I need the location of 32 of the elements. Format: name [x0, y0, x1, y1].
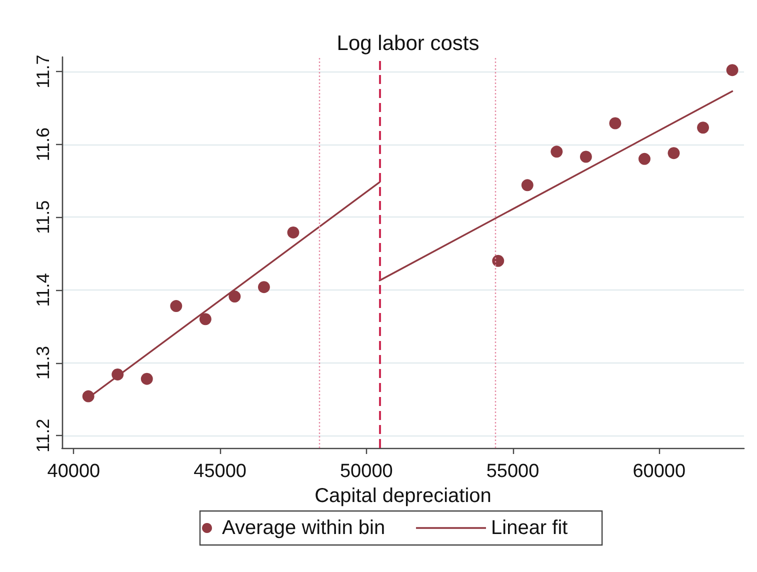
- x-tick-label: 50000: [340, 461, 393, 482]
- point: [228, 290, 241, 303]
- point: [492, 254, 504, 267]
- point: [287, 226, 300, 238]
- y-tick-label: 11.4: [33, 273, 53, 307]
- x-tick-label: 45000: [194, 461, 246, 482]
- point: [170, 300, 182, 312]
- point: [580, 150, 592, 163]
- point: [521, 179, 534, 192]
- point: [668, 147, 680, 160]
- point: [82, 390, 94, 402]
- x-tick-label: 60000: [632, 461, 686, 482]
- point: [199, 313, 212, 326]
- point: [638, 152, 650, 165]
- point: [258, 281, 270, 294]
- y-tick-label: 11.2: [33, 418, 53, 452]
- point: [609, 117, 622, 130]
- x-tick-label: 40000: [47, 461, 100, 482]
- legend-label: Linear fit: [491, 517, 568, 539]
- x-tick-label: 55000: [486, 461, 540, 482]
- x-axis-title: Capital depreciation: [314, 484, 492, 507]
- chart-title: Log labor costs: [336, 32, 480, 55]
- point: [550, 146, 563, 158]
- point: [140, 372, 153, 385]
- y-tick-label: 11.7: [33, 54, 53, 88]
- y-tick-label: 11.5: [33, 200, 53, 234]
- y-tick-label: 11.6: [33, 128, 53, 162]
- legend-label: Average within bin: [222, 517, 386, 539]
- point: [726, 64, 738, 76]
- point: [112, 368, 124, 380]
- y-tick-label: 11.3: [33, 346, 53, 380]
- point: [697, 122, 710, 134]
